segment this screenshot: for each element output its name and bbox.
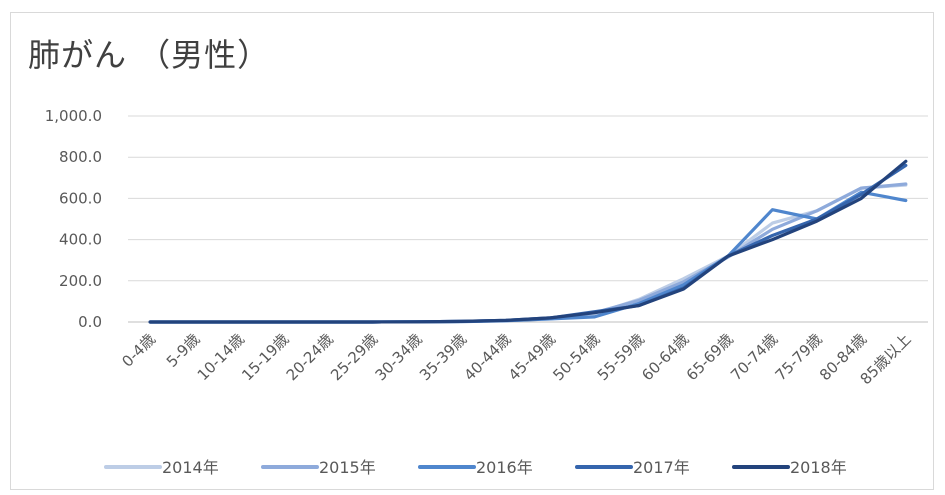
x-tick-label: 15-19歳 <box>238 330 292 384</box>
x-tick-label: 65-69歳 <box>683 330 737 384</box>
series-line <box>148 163 908 324</box>
y-tick-label: 0.0 <box>78 313 102 331</box>
x-axis-tick-labels: 0-4歳 5-9歳10-14歳15-19歳20-24歳25-29歳30-34歳35… <box>118 330 914 388</box>
legend-item: 2018年 <box>732 458 847 477</box>
chart-title: 肺がん （男性） <box>28 36 271 74</box>
legend-item: 2014年 <box>104 458 219 477</box>
y-tick-label: 400.0 <box>59 231 102 249</box>
legend-label: 2016年 <box>476 458 533 477</box>
x-tick-label: 25-29歳 <box>327 330 381 384</box>
legend-label: 2015年 <box>319 458 376 477</box>
x-tick-label: 50-54歳 <box>549 330 603 384</box>
series-line <box>148 159 908 324</box>
x-tick-label: 55-59歳 <box>594 330 648 384</box>
legend-label: 2018年 <box>790 458 847 477</box>
legend-item: 2015年 <box>261 458 376 477</box>
x-tick-label: 35-39歳 <box>416 330 470 384</box>
x-tick-label: 30-34歳 <box>372 330 426 384</box>
x-tick-label: 40-44歳 <box>460 330 514 384</box>
series-lines <box>148 159 908 324</box>
x-tick-label: 5-9歳 <box>163 330 204 371</box>
y-tick-label: 600.0 <box>59 189 102 207</box>
legend-item: 2017年 <box>575 458 690 477</box>
y-tick-label: 200.0 <box>59 272 102 290</box>
x-tick-label: 75-79歳 <box>772 330 826 384</box>
legend-label: 2017年 <box>633 458 690 477</box>
legend-label: 2014年 <box>162 458 219 477</box>
chart-frame <box>10 12 934 490</box>
y-axis-tick-labels: 0.0 200.0 400.0 600.0 800.0 1,000.0 <box>45 107 102 331</box>
legend-item: 2016年 <box>418 458 533 477</box>
x-tick-label: 45-49歳 <box>505 330 559 384</box>
x-tick-label: 10-14歳 <box>194 330 248 384</box>
y-tick-label: 800.0 <box>59 148 102 166</box>
x-tick-label: 0-4歳 <box>118 330 159 371</box>
series-line <box>148 190 908 324</box>
x-tick-label: 60-64歳 <box>638 330 692 384</box>
legend: 2014年 2015年 2016年 2017年 2018年 <box>104 458 847 477</box>
gridlines <box>128 115 928 323</box>
series-line <box>148 182 908 324</box>
x-tick-label: 70-74歳 <box>727 330 781 384</box>
y-tick-label: 1,000.0 <box>45 107 102 125</box>
series-line <box>148 183 908 324</box>
x-tick-label: 20-24歳 <box>283 330 337 384</box>
